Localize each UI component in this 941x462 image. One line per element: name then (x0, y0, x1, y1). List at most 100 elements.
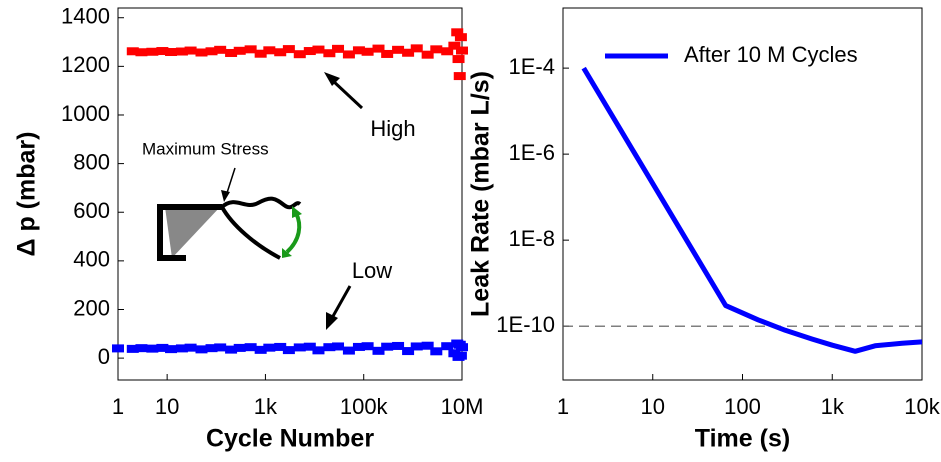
scatter-point (254, 49, 267, 58)
scatter-point (454, 33, 467, 42)
x-tick-label: 1k (821, 394, 845, 419)
scatter-point (175, 344, 188, 353)
x-axis-label: Time (s) (695, 425, 790, 453)
scatter-point (441, 47, 454, 56)
scatter-point (282, 45, 295, 54)
scatter-point (342, 50, 355, 59)
annotation: Low (352, 258, 392, 283)
line (581, 66, 923, 354)
scatter-point (156, 47, 169, 56)
scatter-point (381, 342, 394, 351)
y-tick-label: 0 (98, 344, 110, 369)
scatter-point (126, 344, 139, 353)
scatter-point (205, 47, 218, 56)
scatter-point (135, 344, 148, 353)
scatter-point (135, 48, 148, 57)
scatter-point (312, 45, 325, 54)
scatter-point (233, 46, 246, 55)
scatter-point (274, 48, 287, 57)
scatter-point (430, 45, 443, 54)
scatter-point (421, 341, 434, 350)
annotation: Maximum Stress (142, 139, 269, 158)
scatter-point (402, 347, 415, 356)
scatter-point (392, 341, 405, 350)
y-tick-label: 800 (73, 149, 110, 174)
scatter-point (312, 346, 325, 355)
scatter-point (456, 46, 468, 55)
y-axis-label: Δ p (mbar) (13, 132, 41, 257)
x-tick-label: 100 (724, 394, 761, 419)
scatter-point (244, 343, 257, 352)
x-tick-label: 100k (340, 394, 389, 419)
scatter-point (352, 46, 365, 55)
scatter-point (448, 41, 461, 50)
x-tick-label: 10M (441, 394, 484, 419)
scatter-point (263, 46, 276, 55)
scatter-point (146, 47, 159, 56)
scatter-point (332, 342, 345, 351)
scatter-point (303, 342, 316, 351)
scatter-point (323, 49, 336, 58)
scatter-point (332, 44, 345, 53)
scatter-point (263, 343, 276, 352)
x-tick-label: 10k (904, 394, 940, 419)
scatter-point (372, 346, 385, 355)
y-tick-label: 600 (73, 198, 110, 223)
scatter-point (392, 45, 405, 54)
scatter-point (454, 351, 467, 360)
scatter-point (156, 343, 169, 352)
scatter-point (282, 346, 295, 355)
y-tick-label: 1400 (61, 4, 110, 29)
scatter-point (381, 49, 394, 58)
scatter-point (361, 47, 374, 56)
scatter-point (402, 48, 415, 57)
scatter-point (352, 342, 365, 351)
scatter-point (195, 345, 208, 354)
scatter-point (342, 346, 355, 355)
scatter-point (430, 347, 443, 356)
y-axis-label: Leak Rate (mbar L/s) (467, 71, 495, 317)
legend-label: After 10 M Cycles (684, 42, 858, 67)
scatter-point (453, 72, 466, 81)
stress-diagram (157, 196, 302, 261)
scatter-point (254, 345, 267, 354)
y-tick-label: 1E-6 (509, 140, 555, 165)
scatter-point (293, 343, 306, 352)
scatter-point (225, 345, 238, 354)
scatter-point (452, 55, 465, 64)
scatter-point (274, 342, 287, 351)
plot-frame (117, 7, 463, 381)
scatter-point (126, 47, 139, 56)
scatter-point (225, 48, 238, 57)
scatter-point (323, 343, 336, 352)
scatter-point (410, 44, 423, 53)
scatter-point (112, 344, 124, 353)
x-tick-label: 10 (155, 394, 179, 419)
y-tick-label: 400 (73, 247, 110, 272)
y-tick-label: 1E-10 (496, 312, 555, 337)
y-tick-label: 1E-8 (509, 226, 555, 251)
annotation: High (370, 116, 415, 141)
scatter-point (451, 28, 464, 37)
scatter-point (184, 343, 197, 352)
scatter-point (441, 342, 454, 351)
arrow (221, 72, 364, 330)
scatter-point (244, 45, 257, 54)
y-tick-label: 1000 (61, 101, 110, 126)
y-tick-label: 1200 (61, 52, 110, 77)
scatter-point (205, 344, 218, 353)
x-tick-label: 1 (112, 394, 124, 419)
scatter-point (372, 44, 385, 53)
scatter-point (361, 342, 374, 351)
x-axis-label: Cycle Number (206, 425, 374, 453)
scatter-point (214, 343, 227, 352)
x-tick-label: 1k (254, 394, 278, 419)
scatter-point (195, 48, 208, 57)
scatter-point (214, 45, 227, 54)
scatter-point (293, 50, 306, 59)
x-tick-label: 1 (557, 394, 569, 419)
scatter-point (175, 47, 188, 56)
scatter-point (184, 46, 197, 55)
scatter-point (456, 343, 468, 352)
